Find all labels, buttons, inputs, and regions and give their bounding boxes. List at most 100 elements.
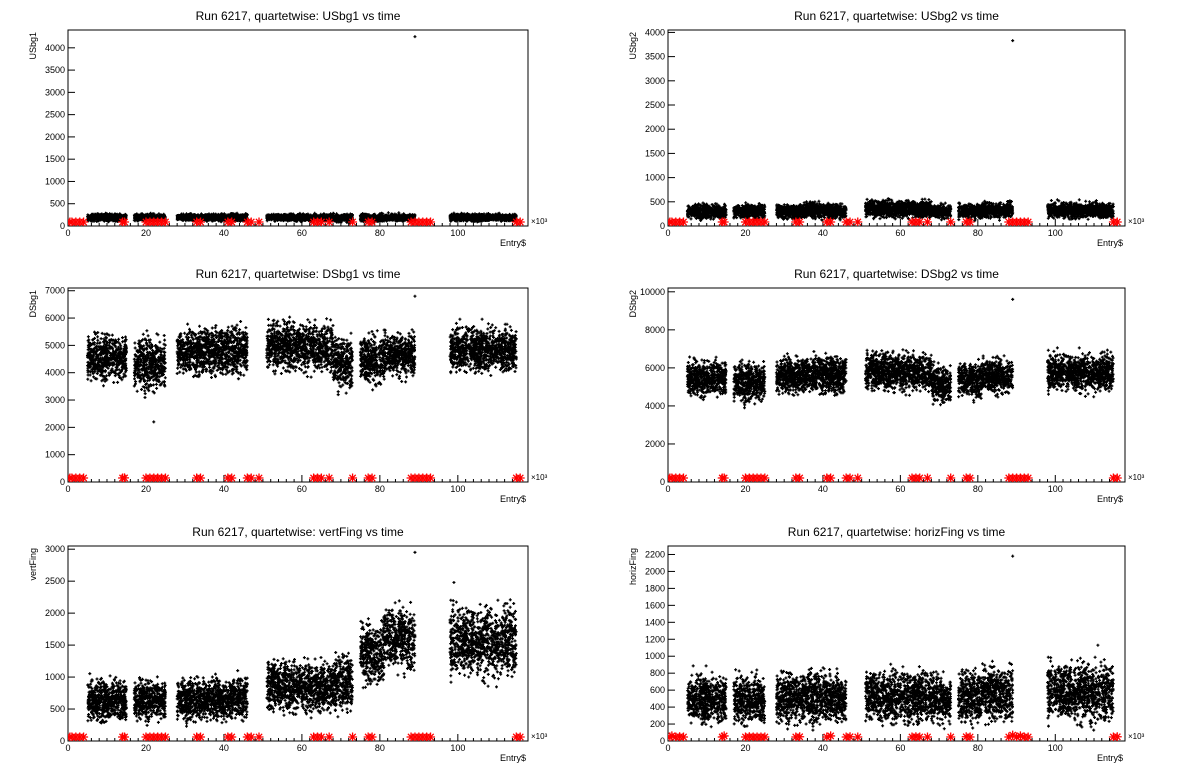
data-block [382, 599, 417, 679]
flag-point [120, 217, 130, 226]
plot-panel: Run 6217, quartetwise: USbg1 vs time 0 500… [28, 9, 548, 248]
x-tick-label: 60 [895, 484, 905, 494]
plot-frame [67, 29, 529, 227]
data-block [1046, 198, 1115, 221]
y-tick-label: 3000 [45, 87, 65, 97]
data-block [175, 675, 206, 728]
x-tick-label: 20 [141, 484, 151, 494]
data-block [358, 617, 386, 690]
y-tick-label: 2000 [645, 439, 665, 449]
x-tick-label: 20 [141, 743, 151, 753]
data-block [775, 203, 805, 221]
data-block [230, 669, 249, 723]
y-tick-label: 1000 [45, 672, 65, 682]
x-tick-label: 40 [219, 743, 229, 753]
data-block [829, 202, 848, 222]
y-tick-label: 2000 [45, 608, 65, 618]
data-block [358, 329, 386, 392]
flag-point [367, 217, 377, 226]
data-block [382, 328, 417, 384]
flag-point [1015, 731, 1025, 741]
x-tick-label: 100 [1048, 228, 1063, 238]
data-block [685, 355, 728, 402]
flag-point [1008, 730, 1018, 740]
flag-point [795, 473, 805, 482]
x-exponent-label: ×10³ [1128, 732, 1145, 741]
y-tick-label: 2000 [45, 132, 65, 142]
data-block [774, 352, 805, 397]
flag-point [965, 473, 975, 482]
x-axis-title: Entry$ [1097, 494, 1123, 504]
flag-point [246, 732, 256, 741]
data-block [202, 672, 234, 725]
y-tick-label: 1800 [645, 583, 665, 593]
x-exponent-label: ×10³ [531, 473, 548, 482]
flag-point [826, 217, 836, 226]
data-point [1011, 554, 1015, 558]
y-tick-label: 2500 [645, 100, 665, 110]
flag-point [853, 473, 863, 482]
data-point [413, 294, 417, 298]
flag-point [227, 217, 237, 226]
data-block [980, 199, 1015, 222]
y-tick-label: 2000 [645, 566, 665, 576]
flag-point [246, 217, 256, 226]
x-tick-label: 40 [818, 228, 828, 238]
data-block [829, 667, 848, 724]
x-tick-label: 0 [665, 228, 670, 238]
flag-point [246, 473, 256, 482]
data-block [957, 666, 983, 730]
data-point [1011, 39, 1015, 43]
data-block [132, 329, 167, 399]
flag-point [719, 731, 729, 741]
plot-frame [67, 545, 529, 742]
data-block [339, 651, 354, 714]
data-block [175, 212, 206, 224]
flag-point [1112, 473, 1122, 482]
flag-point [160, 217, 170, 226]
plot-panel: Run 6217, quartetwise: horizFing vs time… [628, 525, 1145, 763]
flag-point [426, 217, 436, 226]
data-block [802, 199, 833, 222]
flag-point [1023, 473, 1033, 482]
x-tick-label: 100 [1048, 484, 1063, 494]
flag-point [915, 473, 925, 482]
flag-point [795, 217, 805, 226]
y-tick-label: 4000 [45, 368, 65, 378]
flag-point [1023, 732, 1033, 741]
flag-point [120, 732, 130, 741]
flag-point [719, 473, 729, 482]
data-block [86, 330, 128, 388]
y-tick-label: 0 [660, 736, 665, 746]
data-block [980, 659, 1015, 727]
data-block [382, 211, 417, 224]
data-block [864, 197, 933, 221]
y-axis-title: horizFing [628, 548, 638, 585]
flag-point [316, 473, 326, 482]
y-tick-label: 2500 [45, 110, 65, 120]
y-tick-label: 1600 [645, 600, 665, 610]
y-tick-label: 0 [60, 221, 65, 231]
flag-point [515, 732, 525, 741]
flag-point [160, 473, 170, 482]
data-points [668, 554, 1122, 741]
plot-panel: Run 6217, quartetwise: USbg2 vs time 0 500… [628, 9, 1145, 248]
y-tick-label: 3000 [45, 544, 65, 554]
flag-point [79, 473, 89, 482]
flag-point [678, 217, 688, 226]
x-tick-label: 40 [219, 484, 229, 494]
x-tick-label: 80 [375, 484, 385, 494]
plot-frame [667, 29, 1126, 227]
y-tick-label: 6000 [45, 313, 65, 323]
y-tick-label: 4000 [645, 27, 665, 37]
x-axis-title: Entry$ [500, 494, 526, 504]
x-tick-label: 60 [297, 484, 307, 494]
flag-point [922, 217, 932, 226]
flag-point [254, 217, 264, 226]
data-block [331, 651, 343, 719]
flag-point [915, 217, 925, 226]
x-tick-label: 20 [740, 484, 750, 494]
data-block [957, 357, 984, 404]
flag-point [1012, 732, 1022, 741]
